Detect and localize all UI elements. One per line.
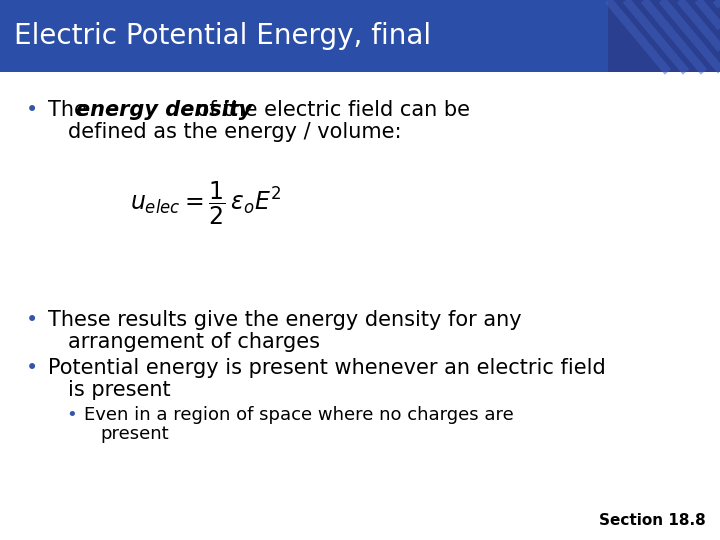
Text: defined as the energy / volume:: defined as the energy / volume:: [68, 122, 402, 142]
Text: These results give the energy density for any: These results give the energy density fo…: [48, 310, 521, 330]
Text: present: present: [100, 425, 168, 443]
Bar: [608, 0, 720, 72]
Text: The: The: [48, 100, 94, 120]
Text: •: •: [66, 406, 77, 424]
Text: Potential energy is present whenever an electric field: Potential energy is present whenever an …: [48, 358, 606, 378]
Text: Section 18.8: Section 18.8: [599, 513, 706, 528]
Text: Even in a region of space where no charges are: Even in a region of space where no charg…: [84, 406, 514, 424]
Text: is present: is present: [68, 380, 171, 400]
Text: $u_{elec} = \dfrac{1}{2}\,\varepsilon_{o} E^{2}$: $u_{elec} = \dfrac{1}{2}\,\varepsilon_{o…: [130, 180, 282, 227]
Text: of the electric field can be: of the electric field can be: [190, 100, 470, 120]
Text: •: •: [26, 358, 38, 378]
Text: •: •: [26, 310, 38, 330]
Text: arrangement of charges: arrangement of charges: [68, 332, 320, 352]
Bar: [0, 0, 608, 72]
Text: Electric Potential Energy, final: Electric Potential Energy, final: [14, 22, 431, 50]
Text: •: •: [26, 100, 38, 120]
Text: energy density: energy density: [76, 100, 253, 120]
